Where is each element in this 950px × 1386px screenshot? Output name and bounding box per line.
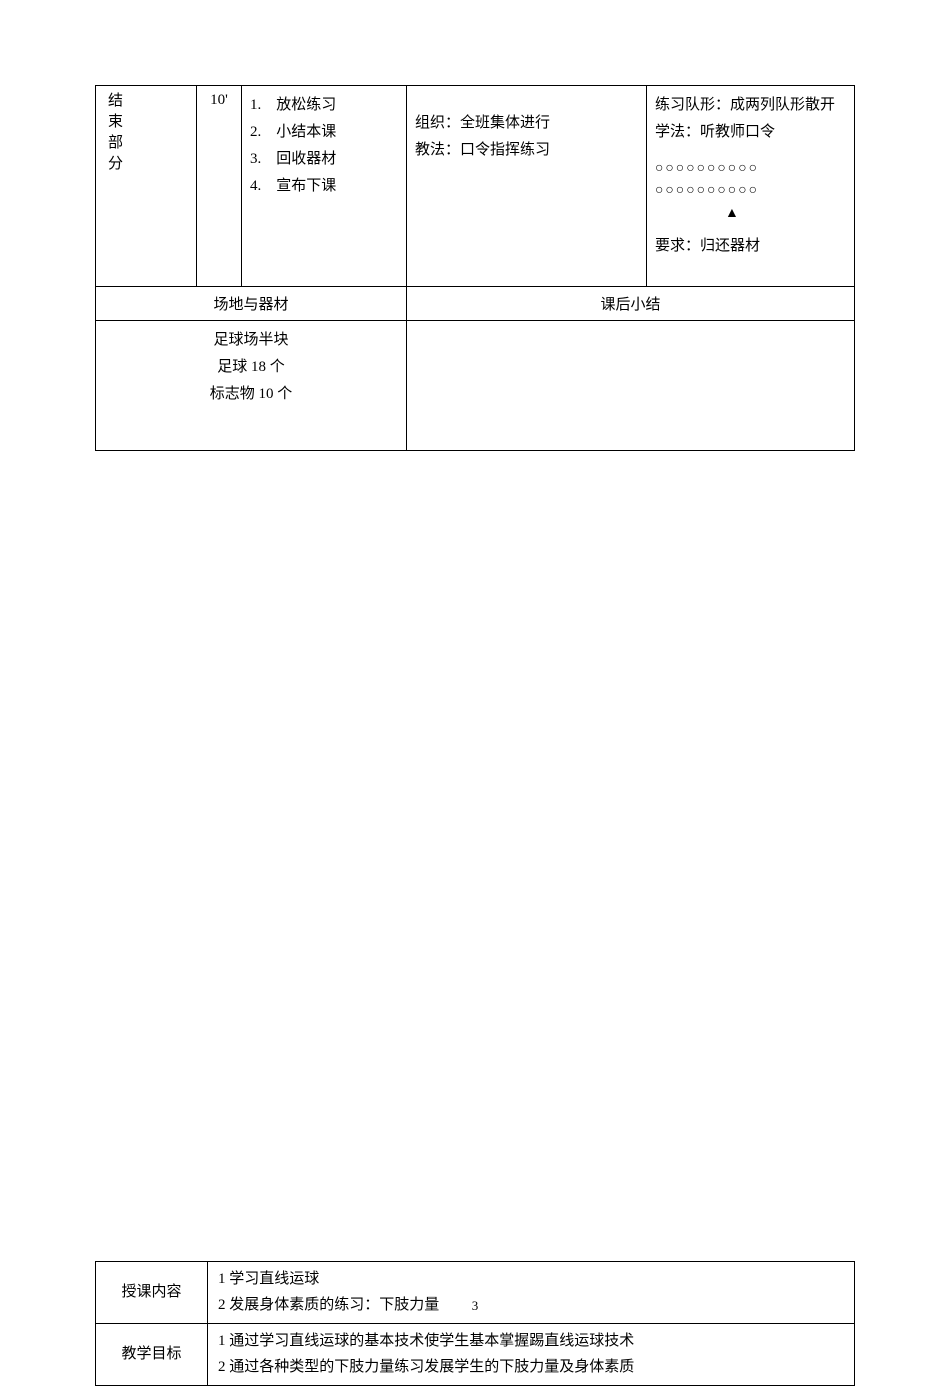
formation-cell: 练习队形：成两列队形散开 学法：听教师口令 ○○○○○○○○○○ ○○○○○○○…: [647, 86, 855, 287]
table-row: 授课内容 1 学习直线运球 2 发展身体素质的练习：下肢力量: [96, 1262, 855, 1324]
content-label: 授课内容: [96, 1262, 208, 1324]
content-list: 1. 放松练习 2. 小结本课 3. 回收器材 4. 宣布下课: [250, 92, 398, 200]
organization-cell: 组织：全班集体进行 教法：口令指挥练习: [407, 86, 647, 287]
goal-line: 1 通过学习直线运球的基本技术使学生基本掌握踢直线运球技术: [218, 1329, 844, 1355]
triangle-icon: ▲: [725, 203, 846, 225]
list-item: 1. 放松练习: [250, 92, 398, 119]
content-line: 1 学习直线运球: [218, 1267, 844, 1293]
table-row: 教学目标 1 通过学习直线运球的基本技术使学生基本掌握踢直线运球技术 2 通过各…: [96, 1324, 855, 1386]
formation-line: 学法：听教师口令: [655, 119, 846, 146]
goal-line: 2 通过各种类型的下肢力量练习发展学生的下肢力量及身体素质: [218, 1355, 844, 1381]
equipment-header: 场地与器材: [96, 287, 407, 321]
lesson-plan-table-2: 授课内容 1 学习直线运球 2 发展身体素质的练习：下肢力量 教学目标 1 通过…: [95, 1261, 855, 1386]
goal-value: 1 通过学习直线运球的基本技术使学生基本掌握踢直线运球技术 2 通过各种类型的下…: [208, 1324, 855, 1386]
table-row: 场地与器材 课后小结: [96, 287, 855, 321]
list-item: 3. 回收器材: [250, 146, 398, 173]
page-number: 3: [472, 1298, 479, 1314]
table-row: 结束部分 10' 1. 放松练习 2. 小结本课 3. 回收器材 4. 宣布下课…: [96, 86, 855, 287]
equipment-item: 足球 18 个: [104, 354, 398, 381]
dots-row: ○○○○○○○○○○: [655, 158, 846, 180]
phase-cell: 结束部分: [96, 86, 197, 287]
lesson-plan-table-1: 结束部分 10' 1. 放松练习 2. 小结本课 3. 回收器材 4. 宣布下课…: [95, 85, 855, 451]
goal-label: 教学目标: [96, 1324, 208, 1386]
list-item: 2. 小结本课: [250, 119, 398, 146]
formation-diagram: ○○○○○○○○○○ ○○○○○○○○○○ ▲: [655, 158, 846, 225]
org-line: 教法：口令指挥练习: [415, 137, 638, 164]
time-cell: 10': [197, 86, 242, 287]
dots-row: ○○○○○○○○○○: [655, 180, 846, 202]
org-line: 组织：全班集体进行: [415, 110, 638, 137]
summary-header: 课后小结: [407, 287, 855, 321]
requirement-line: 要求：归还器材: [655, 233, 846, 260]
equipment-item: 标志物 10 个: [104, 381, 398, 408]
phase-label: 结束部分: [104, 92, 125, 176]
formation-line: 练习队形：成两列队形散开: [655, 92, 846, 119]
summary-content: [407, 321, 855, 451]
equipment-item: 足球场半块: [104, 327, 398, 354]
content-line: 2 发展身体素质的练习：下肢力量: [218, 1293, 844, 1319]
content-value: 1 学习直线运球 2 发展身体素质的练习：下肢力量: [208, 1262, 855, 1324]
equipment-content: 足球场半块 足球 18 个 标志物 10 个: [96, 321, 407, 451]
list-item: 4. 宣布下课: [250, 173, 398, 200]
content-cell: 1. 放松练习 2. 小结本课 3. 回收器材 4. 宣布下课: [242, 86, 407, 287]
table-row: 足球场半块 足球 18 个 标志物 10 个: [96, 321, 855, 451]
